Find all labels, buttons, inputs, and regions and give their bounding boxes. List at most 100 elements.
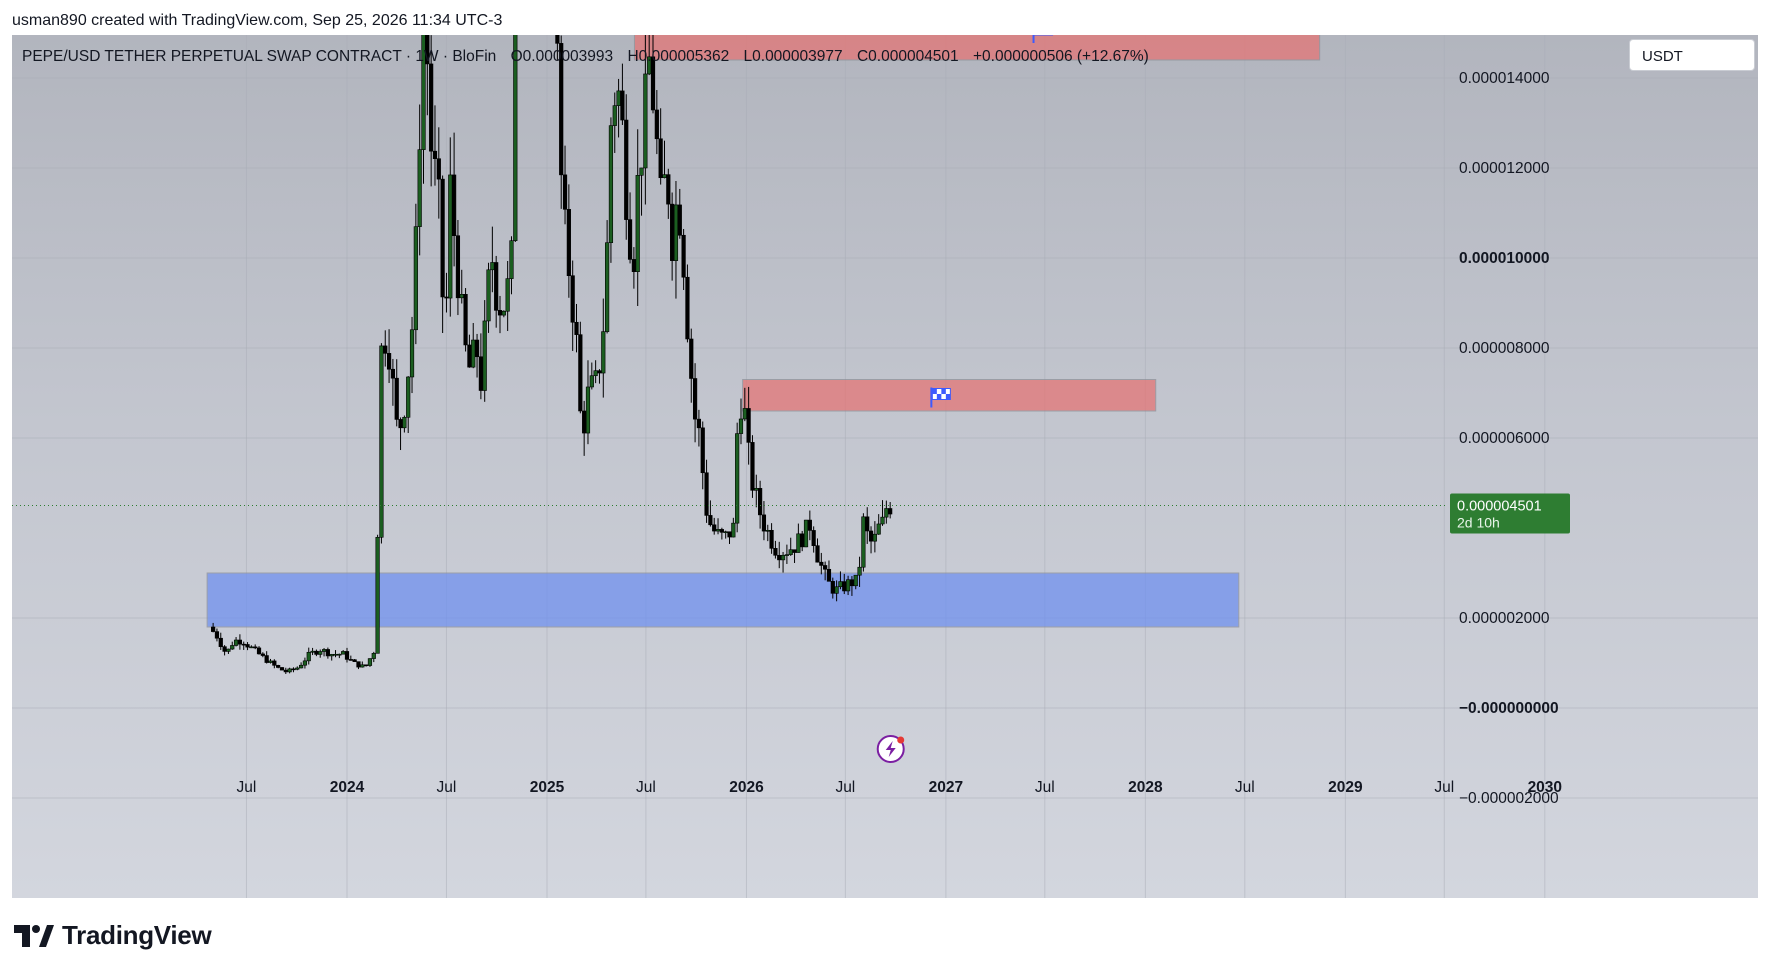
candle-body [761, 514, 767, 532]
candle-body [635, 175, 640, 272]
candle-body [838, 581, 843, 588]
candle-body [673, 204, 679, 261]
candle-body [375, 536, 380, 654]
x-axis-tick-label: 2024 [330, 779, 365, 796]
candle-body [432, 150, 438, 159]
candle-body [394, 377, 399, 420]
candle-body [314, 650, 319, 655]
candle-body [712, 524, 717, 532]
candle-body [868, 530, 874, 542]
y-axis-tick-label: −0.000002000 [1459, 790, 1559, 807]
candle-body [444, 296, 449, 299]
candle-body [329, 654, 334, 657]
candle-body [666, 174, 671, 205]
candle-body [784, 554, 789, 556]
candle-body [624, 119, 629, 220]
candle-body [819, 561, 824, 566]
candle-body [677, 204, 682, 236]
symbol-name: PEPE/USD TETHER PERPETUAL SWAP CONTRACT … [22, 48, 497, 65]
candle-body [566, 209, 571, 277]
candle-body [383, 345, 388, 354]
candle-body [386, 353, 392, 370]
candle-body [715, 529, 721, 532]
candle-body [650, 56, 656, 111]
candle-body [670, 203, 675, 261]
candle-body [872, 533, 877, 542]
candle-body [226, 648, 231, 652]
candle-body [574, 321, 579, 335]
price-tag-value: 0.000004501 [1457, 498, 1542, 514]
x-axis-tick-label: 2030 [1528, 779, 1562, 796]
candle-body [884, 508, 889, 518]
candle-body [409, 329, 415, 378]
x-axis-tick-label: Jul [1235, 779, 1255, 796]
ohlc-high: H0.000005362 [627, 48, 730, 65]
chart-area[interactable]: 0.0000300000.0000280000.0000260000.00002… [12, 35, 1758, 898]
candle-body [830, 581, 835, 594]
candle-body [800, 533, 805, 548]
candle-body [582, 410, 587, 434]
candle-body [708, 515, 713, 526]
candle-body [463, 294, 468, 346]
candle-body [260, 653, 265, 656]
candle-body [735, 433, 740, 524]
ohlc-low: L0.000003977 [743, 48, 843, 65]
candle-body [413, 226, 418, 331]
candle-body [754, 488, 759, 491]
candle-body [700, 427, 705, 474]
candle-body [467, 344, 472, 368]
candle-body [555, 35, 560, 44]
candle-body [823, 565, 828, 570]
flag-icon[interactable] [930, 387, 951, 408]
candle-body [283, 669, 288, 673]
flag-icon[interactable] [1032, 35, 1054, 43]
x-axis-tick-label: 2026 [729, 779, 764, 796]
candle-body [356, 661, 361, 668]
candle-body [249, 646, 254, 649]
x-axis-tick-label: 2029 [1328, 779, 1363, 796]
symbol-legend: PEPE/USD TETHER PERPETUAL SWAP CONTRACT … [22, 48, 1159, 66]
candle-body [842, 581, 847, 592]
candle-body [792, 549, 797, 553]
candle-body [379, 345, 384, 538]
candle-body [704, 472, 709, 516]
candle-body [876, 523, 881, 535]
candle-body [241, 643, 246, 646]
tradingview-logo-icon [14, 924, 54, 947]
candle-body [436, 158, 441, 180]
y-axis-tick-label: 0.000008000 [1459, 340, 1550, 357]
candle-body [222, 646, 227, 652]
currency-selector[interactable]: USDT [1629, 39, 1755, 71]
candle-body [888, 508, 893, 515]
candle-body [421, 35, 426, 150]
candle-body [719, 529, 724, 533]
tradingview-logo[interactable]: TradingView [14, 920, 212, 951]
y-axis-tick-label: 0.000010000 [1459, 250, 1550, 267]
candle-body [494, 262, 499, 311]
candle-body [769, 529, 774, 549]
candle-body [406, 376, 411, 418]
candle-body [605, 242, 610, 332]
candle-body [233, 639, 239, 646]
candle-body [425, 35, 430, 65]
y-axis-tick-label: 0.000002000 [1459, 610, 1550, 627]
candle-body [390, 368, 396, 379]
candle-body [211, 626, 216, 632]
candle-body [471, 339, 476, 368]
candle-body [497, 310, 503, 316]
lightning-event-icon[interactable] [876, 735, 905, 763]
candle-body [482, 320, 487, 391]
candle-body [696, 418, 702, 429]
candle-body [440, 178, 445, 298]
x-axis-tick-label: 2025 [530, 779, 565, 796]
candle-body [448, 174, 453, 299]
price-chart[interactable]: 0.0000300000.0000280000.0000260000.00002… [12, 35, 1758, 898]
candle-body [214, 631, 220, 639]
candle-body [486, 269, 491, 322]
candle-body [245, 644, 250, 648]
x-axis-tick-label: Jul [1035, 779, 1055, 796]
candle-body [826, 568, 832, 582]
x-axis-tick-label: Jul [636, 779, 656, 796]
candle-body [237, 639, 242, 645]
ohlc-change: +0.000000506 (+12.67%) [973, 48, 1149, 65]
